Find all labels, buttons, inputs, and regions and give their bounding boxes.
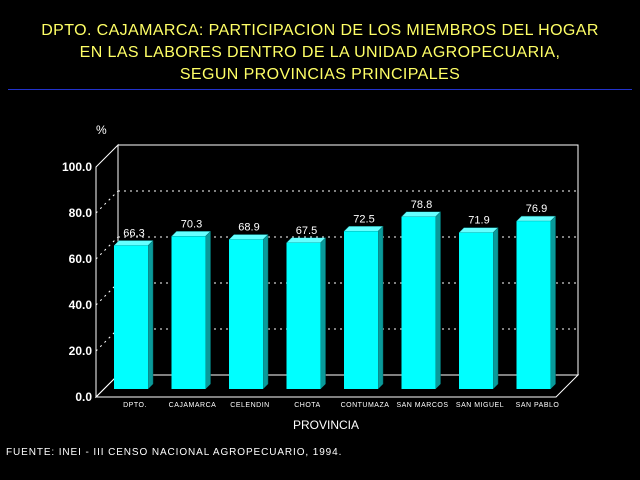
x-tick-label: CONTUMAZA (341, 402, 390, 409)
floor (94, 374, 580, 398)
bar-front (171, 236, 206, 389)
x-tick-label: CHOTA (294, 402, 320, 409)
bar-side (262, 233, 269, 390)
bar-value-label: 72.5 (353, 213, 374, 225)
y-tick-label: 80.0 (69, 206, 93, 220)
bar-1 (113, 239, 154, 390)
bar-side (205, 230, 211, 390)
bar-value-label: 67.5 (296, 225, 317, 237)
x-tick-label: SAN PABLO (516, 402, 560, 409)
bar-side (435, 211, 441, 390)
chart-title-line-2: EN LAS LABORES DENTRO DE LA UNIDAD AGROP… (79, 44, 561, 61)
y-tick-label: 100.0 (62, 160, 92, 174)
y-tick-label: 0.0 (75, 390, 92, 404)
bar-top (515, 215, 557, 222)
bar-front (286, 242, 321, 389)
bar-value-label: 76.9 (526, 203, 547, 215)
bar-side (377, 225, 384, 390)
x-tick-label: CELENDIN (230, 402, 269, 409)
title-divider (8, 89, 632, 90)
bar-2 (170, 230, 212, 390)
bar-top (285, 237, 327, 243)
bar-front (344, 231, 378, 389)
bar-front (459, 232, 493, 389)
bar-top (113, 240, 154, 246)
y-tick-label: 40.0 (69, 298, 93, 312)
x-tick-label: SAN MIGUEL (456, 402, 504, 409)
chart-title-line-3: SEGUN PROVINCIAS PRINCIPALES (179, 66, 461, 83)
gridline-side (95, 236, 119, 260)
bar-value-label: 66.3 (123, 228, 144, 240)
bar-front (516, 221, 551, 389)
bar-front (114, 245, 148, 389)
bar-value-label: 71.9 (468, 215, 489, 227)
bar-top (400, 211, 442, 218)
y-axis-unit-label: % (96, 123, 107, 137)
bar-value-label: 78.8 (411, 199, 432, 211)
bar-side (492, 227, 499, 390)
chart-title-line-1: DPTO. CAJAMARCA: PARTICIPACION DE LOS MI… (41, 22, 599, 39)
bar-side (147, 239, 154, 390)
bar-top (228, 234, 269, 240)
bar-7 (458, 227, 499, 390)
x-axis-title: PROVINCIA (293, 418, 359, 432)
bar-side (550, 215, 556, 390)
bar-4 (285, 237, 327, 390)
x-tick-label: CAJAMARCA (169, 402, 217, 409)
x-tick-label: SAN MARCOS (396, 402, 448, 409)
bar-value-label: 70.3 (181, 218, 202, 230)
bar-front (401, 216, 436, 389)
y-tick-label: 60.0 (69, 252, 93, 266)
bar-value-label: 68.9 (238, 222, 259, 234)
bar-5 (343, 225, 384, 390)
source-note: FUENTE: INEI - III CENSO NACIONAL AGROPE… (6, 447, 343, 458)
x-tick-label: DPTO. (123, 402, 147, 409)
bar-3 (228, 233, 269, 390)
bar-8 (515, 215, 557, 390)
bar-6 (400, 211, 442, 390)
y-tick-label: 20.0 (69, 344, 93, 358)
bar-front (229, 239, 263, 389)
bar-top (458, 227, 499, 233)
bar-top (170, 231, 212, 237)
gridline-side (95, 190, 119, 214)
bar-top (343, 226, 384, 232)
bar-side (320, 237, 326, 390)
